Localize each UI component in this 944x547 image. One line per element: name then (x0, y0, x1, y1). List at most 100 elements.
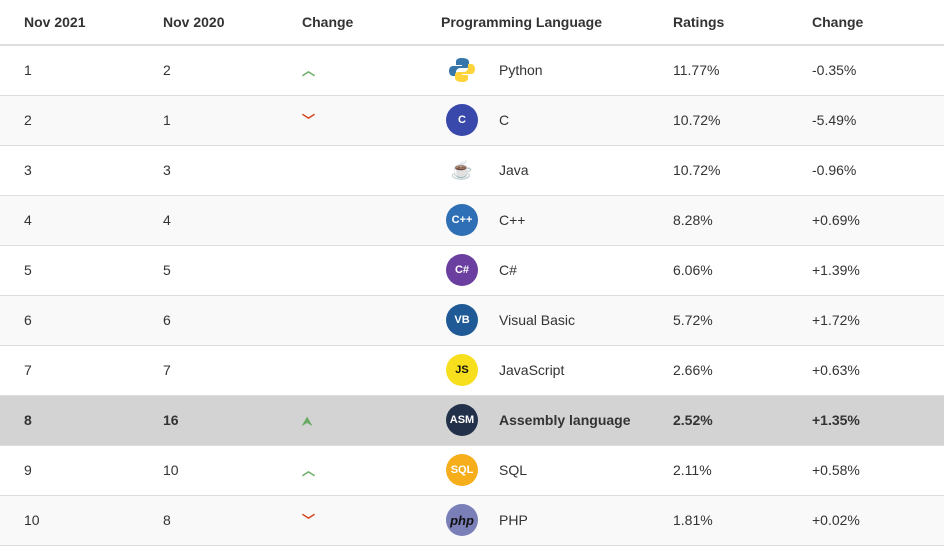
rank-2020: 5 (139, 245, 278, 296)
rank-2021: 4 (0, 195, 139, 246)
rank-change: ﹀ (278, 495, 417, 546)
language-name: C# (499, 262, 517, 278)
rank-change (278, 195, 417, 246)
rating: 2.11% (649, 445, 788, 496)
table-row: 8 16 ⮝ ASM Assembly language 2.52% +1.35… (0, 395, 944, 446)
language-name: C++ (499, 212, 526, 228)
python-logo-icon (446, 54, 478, 86)
rank-change: ﹀ (278, 95, 417, 146)
rank-change: ⮝ (278, 395, 417, 446)
rank-2021: 7 (0, 345, 139, 396)
double-chevron-up-icon: ⮝ (302, 414, 313, 428)
table-row: 5 5 C# C# 6.06% +1.39% (0, 245, 944, 296)
language-cell: C C (417, 95, 649, 146)
rating: 10.72% (649, 95, 788, 146)
rank-change (278, 145, 417, 196)
sql-logo-icon: SQL (446, 454, 478, 486)
rank-2021: 2 (0, 95, 139, 146)
rank-2021: 9 (0, 445, 139, 496)
rank-2020: 10 (139, 445, 278, 496)
java-logo-icon: ☕ (446, 154, 478, 186)
rating: 1.81% (649, 495, 788, 546)
language-name: SQL (499, 462, 528, 478)
col-nov-2021: Nov 2021 (0, 0, 139, 46)
table-row: 7 7 JS JavaScript 2.66% +0.63% (0, 345, 944, 396)
col-nov-2020: Nov 2020 (139, 0, 278, 46)
table-row: 9 10 ︿ SQL SQL 2.11% +0.58% (0, 445, 944, 496)
rating: 5.72% (649, 295, 788, 346)
rank-change: ︿ (278, 45, 417, 96)
rank-2020: 6 (139, 295, 278, 346)
chevron-up-icon: ︿ (302, 463, 316, 478)
c-logo-icon: C (446, 104, 478, 136)
rank-2021: 3 (0, 145, 139, 196)
language-cell: SQL SQL (417, 445, 649, 496)
language-name: Assembly language (499, 412, 631, 428)
language-name: Python (499, 62, 543, 79)
rank-2020: 7 (139, 345, 278, 396)
col-change-rank: Change (278, 0, 417, 46)
rating-change: +0.58% (788, 445, 944, 496)
rank-2020: 16 (139, 395, 278, 446)
csharp-logo-icon: C# (446, 254, 478, 286)
rank-2020: 8 (139, 495, 278, 546)
rank-2021: 10 (0, 495, 139, 546)
rating: 2.66% (649, 345, 788, 396)
chevron-down-icon: ﹀ (302, 513, 316, 528)
col-language: Programming Language (417, 0, 649, 46)
rank-change: ︿ (278, 445, 417, 496)
rank-2020: 2 (139, 45, 278, 96)
language-name: PHP (499, 512, 528, 528)
language-name: Java (499, 162, 529, 178)
rank-change (278, 245, 417, 296)
assembly-logo-icon: ASM (446, 404, 478, 436)
rank-2020: 4 (139, 195, 278, 246)
language-name: Visual Basic (499, 312, 576, 328)
javascript-logo-icon: JS (446, 354, 478, 386)
rank-2021: 5 (0, 245, 139, 296)
rating-change: -0.35% (788, 45, 944, 96)
rating: 11.77% (649, 45, 788, 96)
rank-2020: 1 (139, 95, 278, 146)
rank-change (278, 295, 417, 346)
rank-change (278, 345, 417, 396)
visual-basic-logo-icon: VB (446, 304, 478, 336)
language-cell: C++ C++ (417, 195, 649, 246)
rank-2021: 8 (0, 395, 139, 446)
rating-change: +1.72% (788, 295, 944, 346)
language-name: JavaScript (499, 362, 565, 378)
table-row: 4 4 C++ C++ 8.28% +0.69% (0, 195, 944, 246)
language-cell: JS JavaScript (417, 345, 649, 396)
rating-change: +0.69% (788, 195, 944, 246)
rating-change: +0.02% (788, 495, 944, 546)
rank-2021: 6 (0, 295, 139, 346)
rating: 6.06% (649, 245, 788, 296)
table-header: Nov 2021 Nov 2020 Change Programming Lan… (0, 0, 944, 46)
rating: 10.72% (649, 145, 788, 196)
table-row: 10 8 ﹀ php PHP 1.81% +0.02% (0, 495, 944, 546)
language-cell: ASM Assembly language (417, 395, 649, 446)
rating: 8.28% (649, 195, 788, 246)
col-ratings: Ratings (649, 0, 788, 46)
chevron-down-icon: ﹀ (302, 113, 316, 128)
language-name: C (499, 112, 510, 128)
language-cell: VB Visual Basic (417, 295, 649, 346)
language-cell: Python (417, 45, 649, 96)
table-row: 6 6 VB Visual Basic 5.72% +1.72% (0, 295, 944, 346)
table-row: 2 1 ﹀ C C 10.72% -5.49% (0, 95, 944, 146)
php-logo-icon: php (446, 504, 478, 536)
rating-change: +1.39% (788, 245, 944, 296)
rating-change: +1.35% (788, 395, 944, 446)
rating-change: -5.49% (788, 95, 944, 146)
table-row: 3 3 ☕ Java 10.72% -0.96% (0, 145, 944, 196)
cpp-logo-icon: C++ (446, 204, 478, 236)
rating: 2.52% (649, 395, 788, 446)
language-cell: php PHP (417, 495, 649, 546)
language-cell: C# C# (417, 245, 649, 296)
table-row: 1 2 ︿ Python 11.77% -0.35% (0, 45, 944, 96)
rank-2020: 3 (139, 145, 278, 196)
rank-2021: 1 (0, 45, 139, 96)
language-cell: ☕ Java (417, 145, 649, 196)
col-change-rating: Change (788, 0, 944, 46)
